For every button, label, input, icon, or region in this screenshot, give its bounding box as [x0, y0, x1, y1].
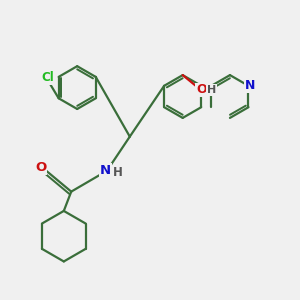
Text: H: H	[207, 85, 216, 95]
Text: O: O	[196, 83, 207, 97]
Text: H: H	[113, 166, 123, 179]
Text: O: O	[35, 161, 46, 174]
Text: N: N	[245, 79, 255, 92]
Text: Cl: Cl	[42, 71, 55, 84]
Text: N: N	[100, 164, 111, 177]
